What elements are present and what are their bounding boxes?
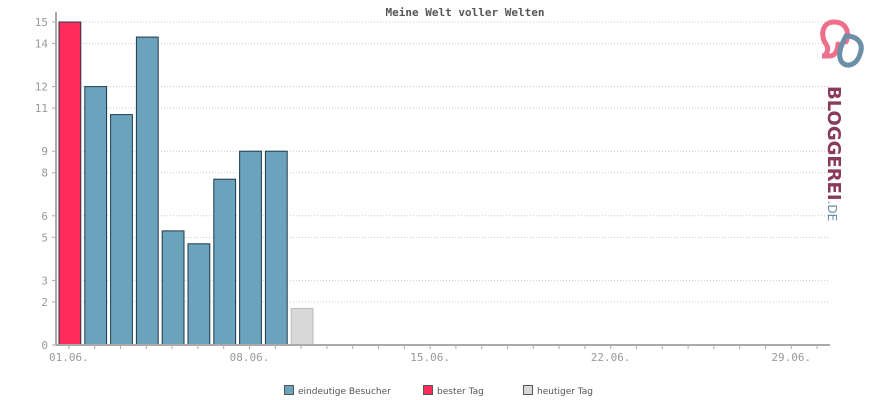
bar-visitor <box>110 114 133 346</box>
y-tick-label: 6 <box>41 210 48 223</box>
y-tick-label: 14 <box>35 38 49 51</box>
legend-item-today: heutiger Tag <box>523 385 593 397</box>
y-tick-label: 12 <box>35 81 48 94</box>
x-axis-ticks: 01.06. 08.06. 15.06. 22.06. 29.06. <box>49 345 818 364</box>
x-tick-label: 08.06. <box>230 351 270 364</box>
chart-title: Meine Welt voller Welten <box>386 6 545 19</box>
bar-today <box>290 307 314 346</box>
bar-visitor <box>239 150 262 346</box>
x-tick-label: 01.06. <box>49 351 89 364</box>
y-tick-label: 8 <box>41 167 48 180</box>
legend-swatch <box>523 385 533 395</box>
bar-visitor <box>84 86 108 346</box>
legend-label: bester Tag <box>437 387 484 397</box>
y-tick-label: 11 <box>35 102 48 115</box>
y-tick-label: 9 <box>41 145 48 158</box>
legend-swatch <box>284 385 294 395</box>
y-axis-ticks: 0 2 3 5 6 8 9 11 12 14 15 <box>35 16 56 352</box>
bar-visitor <box>187 243 211 346</box>
legend-swatch <box>423 385 433 395</box>
y-tick-label: 0 <box>41 339 48 352</box>
bar-visitor <box>135 36 159 346</box>
y-tick-label: 15 <box>35 16 48 29</box>
legend-label: heutiger Tag <box>537 387 594 397</box>
bar-visitor <box>264 150 288 346</box>
grid-lines <box>56 21 830 303</box>
y-tick-label: 2 <box>41 296 48 309</box>
bar-visitor <box>161 230 185 346</box>
x-tick-label: 15.06. <box>410 351 450 364</box>
bar-visitor <box>213 178 237 346</box>
legend-item-best: bester Tag <box>423 385 484 397</box>
bloggerei-logo-wordmark: BLOGGEREI.DE <box>823 86 844 221</box>
y-tick-label: 5 <box>41 231 48 244</box>
x-tick-label: 22.06. <box>591 351 631 364</box>
x-tick-label: 29.06. <box>771 351 811 364</box>
legend-label: eindeutige Besucher <box>298 387 391 397</box>
bloggerei-logo-icon <box>820 19 864 68</box>
svg-text:BLOGGEREI.DE: BLOGGEREI.DE <box>823 86 844 221</box>
chart-legend: eindeutige Besucher bester Tag heutiger Ta… <box>0 385 870 399</box>
y-tick-label: 3 <box>41 274 48 287</box>
bars <box>58 21 314 346</box>
legend-item-visitor: eindeutige Besucher <box>284 385 391 397</box>
bloggerei-logo: BLOGGEREI.DE <box>812 14 870 221</box>
bar-best <box>58 21 82 346</box>
